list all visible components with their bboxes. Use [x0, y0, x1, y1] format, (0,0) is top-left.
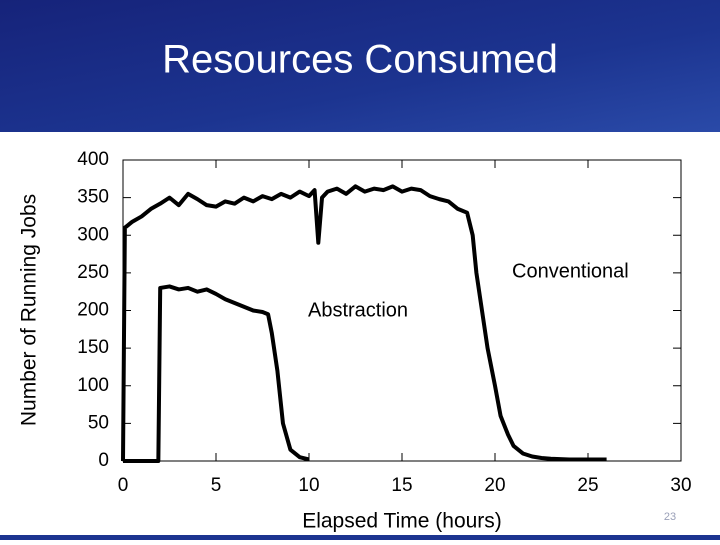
- footer-band: [0, 535, 720, 540]
- y-tick-label: 100: [77, 375, 109, 396]
- y-tick-label: 150: [77, 337, 109, 358]
- x-tick-label: 15: [391, 475, 412, 496]
- y-tick-label: 200: [77, 300, 109, 321]
- x-tick-label: 25: [577, 475, 598, 496]
- x-tick-label: 10: [298, 475, 319, 496]
- x-tick-label: 0: [118, 475, 129, 496]
- x-tick-label: 5: [211, 475, 222, 496]
- y-tick-label: 50: [88, 412, 109, 433]
- series-label: Conventional: [512, 260, 629, 282]
- y-tick-label: 350: [77, 187, 109, 208]
- y-tick-label: 250: [77, 262, 109, 283]
- series-line: [121, 184, 607, 462]
- page-number: 23: [664, 511, 676, 523]
- header-band: [0, 0, 720, 132]
- y-tick-label: 300: [77, 224, 109, 245]
- y-tick-label: 0: [98, 450, 109, 471]
- x-tick-label: 20: [484, 475, 505, 496]
- y-tick-label: 400: [77, 149, 109, 170]
- series-label: Abstraction: [308, 299, 408, 321]
- series-line: [123, 284, 310, 463]
- plot: 0 50 100 150 200 250 300 350 400 0 5 10 15 20 25 30 Conv…: [77, 149, 691, 496]
- slide-title: Resources Consumed: [162, 38, 558, 82]
- x-tick-label: 30: [670, 475, 691, 496]
- x-axis-title: Elapsed Time (hours): [302, 510, 502, 533]
- y-axis-title: Number of Running Jobs: [18, 194, 41, 426]
